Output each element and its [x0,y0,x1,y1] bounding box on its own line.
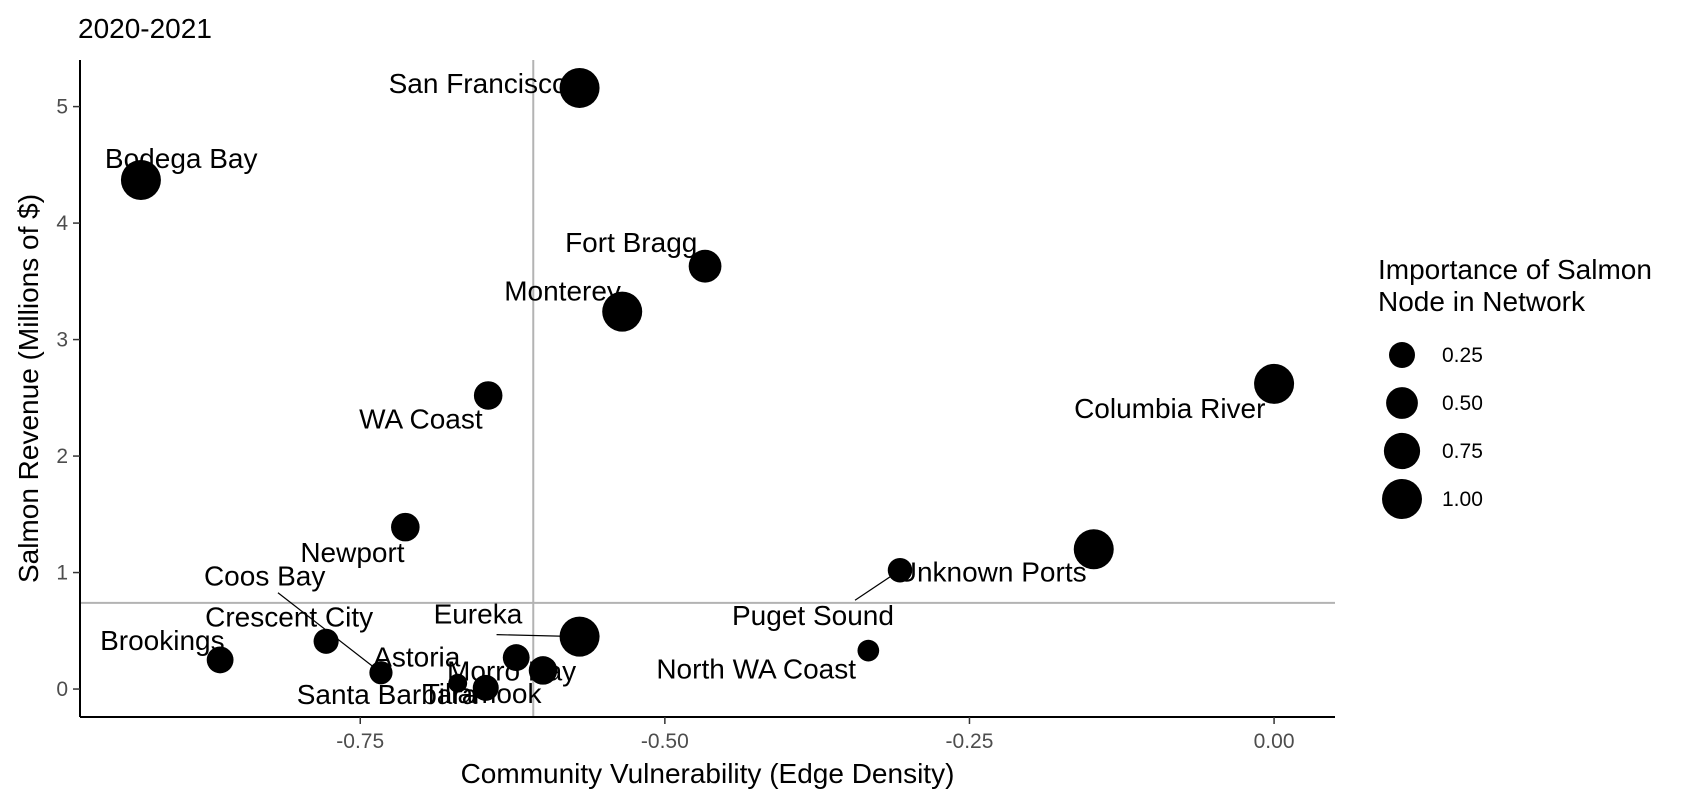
y-tick-label: 0 [56,678,68,701]
legend-label: 0.75 [1442,440,1483,463]
data-points [120,67,1295,701]
data-point [472,674,499,701]
data-point [448,673,468,693]
data-point [391,512,420,542]
x-tick-label: -0.75 [336,730,384,753]
data-point [688,249,722,283]
data-label: Unknown Ports [897,556,1087,587]
y-tick-label: 3 [56,329,68,352]
y-tick-label: 2 [56,445,68,468]
x-tick-label: -0.25 [946,730,994,753]
x-axis-ticks: -0.75 -0.50 -0.25 0.00 [336,717,1295,753]
data-point [602,291,643,332]
data-label: Fort Bragg [565,227,697,258]
y-tick-label: 4 [56,212,68,235]
data-label: Bodega Bay [105,143,258,174]
data-point [502,644,530,671]
legend-label: 0.25 [1442,344,1483,367]
data-point [1254,363,1295,404]
legend-title: Importance of Salmon [1378,254,1652,285]
y-tick-label: 1 [56,562,68,585]
legend-key-circle [1383,432,1421,470]
legend-key-circle [1386,387,1418,419]
x-axis-title: Community Vulnerability (Edge Density) [461,758,955,789]
data-label: Newport [300,537,404,568]
data-label: Brookings [100,625,225,656]
data-point [1073,529,1114,570]
data-point [369,661,393,685]
legend-key-circle [1382,479,1422,519]
data-point [120,159,161,200]
chart-title: 2020-2021 [78,13,212,44]
data-label: Monterey [504,276,621,307]
label-leader-line [277,592,382,674]
data-point [313,628,339,654]
data-labels: San Francisco Bodega Bay Fort Bragg Montere… [100,68,1265,710]
data-label: WA Coast [359,403,483,434]
data-label: Santa Barbara [297,679,478,710]
legend-key-circle [1389,342,1415,368]
data-point [206,646,234,674]
data-label: Tillamook [423,678,543,709]
data-point [473,381,503,410]
data-label: San Francisco [389,68,568,99]
data-point [857,639,880,662]
legend-label: 1.00 [1442,488,1483,511]
x-tick-label: 0.00 [1254,730,1295,753]
y-axis-ticks: 0 1 2 3 4 5 [56,96,80,701]
data-label: North WA Coast [656,654,856,685]
data-label: Crescent City [205,601,373,632]
data-label: Astoria [373,642,461,673]
data-label: Coos Bay [204,561,325,592]
data-label: Eureka [434,599,523,630]
y-tick-label: 5 [56,96,68,119]
x-tick-label: -0.50 [641,730,689,753]
data-label: Morro Bay [447,655,576,686]
data-label: Puget Sound [732,600,894,631]
reference-lines [80,60,1335,717]
label-leader-line [854,569,901,601]
label-leader-line [496,634,580,638]
legend-label: 0.50 [1442,392,1483,415]
data-point [559,67,600,108]
data-point [528,656,558,685]
data-label: Columbia River [1074,393,1265,424]
legend-title: Node in Network [1378,286,1586,317]
y-axis-title: Salmon Revenue (Millions of $) [13,194,44,583]
